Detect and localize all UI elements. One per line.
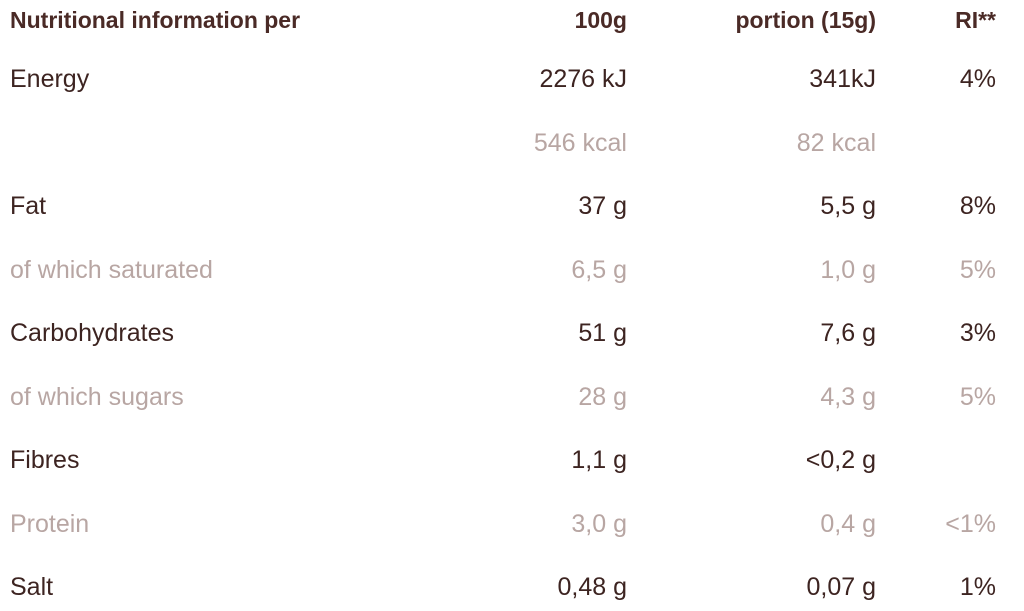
value-cell: 0,07 g [806, 573, 876, 601]
row-label: Energy [10, 65, 90, 93]
value-cell: 5% [959, 255, 996, 284]
value-cell: 1,1 g [571, 446, 627, 474]
value-cell: 3,0 g [571, 509, 627, 538]
value-cell: 6,5 g [571, 255, 627, 284]
header-cell: Nutritional information per [10, 7, 301, 33]
value-cell: 5% [959, 382, 996, 411]
value-cell: 2276 kJ [539, 65, 627, 93]
value-cell: 8% [959, 192, 996, 220]
value-cell: <0,2 g [805, 446, 876, 474]
row-label: of which sugars [10, 382, 184, 411]
row-label: Fibres [10, 446, 80, 474]
header-cell: RI** [955, 7, 996, 33]
value-cell: <1% [945, 509, 996, 538]
value-cell: 7,6 g [820, 319, 876, 347]
row-label: of which saturated [10, 255, 213, 284]
value-cell: 546 kcal [533, 128, 627, 157]
value-cell: 3% [959, 319, 996, 347]
value-cell: 4,3 g [820, 382, 876, 411]
row-label: Protein [10, 509, 90, 538]
value-cell: 28 g [578, 382, 627, 411]
value-cell: 51 g [578, 319, 627, 347]
value-cell: 1,0 g [820, 255, 876, 284]
value-cell: 82 kcal [796, 128, 876, 157]
row-label: Salt [10, 573, 54, 601]
value-cell: 0,4 g [820, 509, 876, 538]
value-cell: 1% [959, 573, 996, 601]
row-label: Carbohydrates [10, 319, 174, 347]
value-cell: 5,5 g [820, 192, 876, 220]
header-cell: portion (15g) [735, 7, 876, 33]
header-cell: 100g [574, 7, 627, 33]
value-cell: 341kJ [809, 65, 876, 93]
value-cell: 37 g [578, 192, 627, 220]
value-cell: 0,48 g [557, 573, 627, 601]
value-cell: 4% [959, 65, 996, 93]
row-label: Fat [10, 192, 47, 220]
